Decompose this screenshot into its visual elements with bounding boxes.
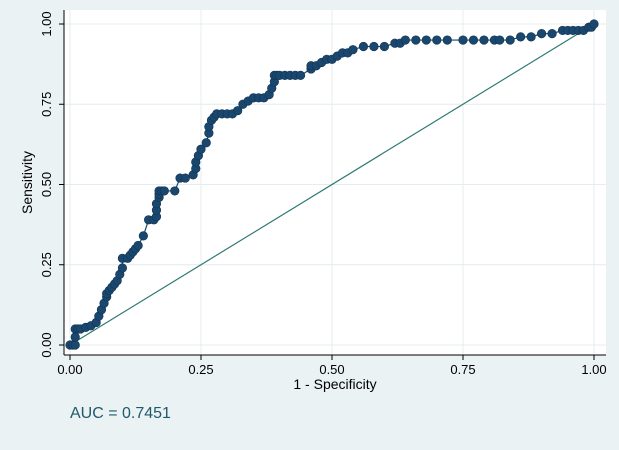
roc-point xyxy=(526,32,536,42)
roc-point xyxy=(170,186,180,196)
roc-point xyxy=(479,35,489,45)
y-tick-label: 1.00 xyxy=(39,11,54,36)
roc-point xyxy=(516,32,526,42)
y-tick-label: 0.50 xyxy=(39,172,54,197)
y-axis-title: Sensitivity xyxy=(19,151,35,214)
x-tick-label: 0.75 xyxy=(450,362,475,377)
roc-point xyxy=(295,70,306,80)
roc-point xyxy=(536,29,547,39)
x-axis-title: 1 - Specificity xyxy=(293,376,376,392)
grid-lines xyxy=(64,10,606,355)
roc-point xyxy=(442,35,452,45)
x-tick-label: 0.25 xyxy=(188,362,213,377)
roc-point xyxy=(547,29,557,39)
roc-point xyxy=(159,186,169,196)
auc-annotation: AUC = 0.7451 xyxy=(70,405,171,422)
roc-point xyxy=(117,263,127,273)
roc-point xyxy=(495,35,505,45)
roc-point xyxy=(400,35,410,45)
roc-point xyxy=(369,41,379,52)
roc-point xyxy=(468,35,479,45)
roc-point xyxy=(70,332,80,342)
roc-point xyxy=(379,41,390,52)
axes: 0.00 0.25 0.50 0.75 1.00 0.00 0.25 0.50 0.75 1.00 xyxy=(39,10,607,377)
roc-point xyxy=(196,144,206,154)
x-tick-label: 0.00 xyxy=(57,362,82,377)
reference-line xyxy=(69,23,595,346)
roc-point xyxy=(358,41,369,52)
roc-point xyxy=(180,173,190,183)
y-tick-label: 0.75 xyxy=(39,92,54,117)
roc-point xyxy=(348,45,358,55)
roc-point xyxy=(138,231,148,241)
x-tick-label: 0.50 xyxy=(319,362,344,377)
y-tick-label: 0.25 xyxy=(39,252,54,277)
y-tick-label: 0.00 xyxy=(39,332,54,357)
roc-points xyxy=(65,19,599,350)
roc-point xyxy=(458,35,468,45)
roc-point xyxy=(411,35,421,45)
roc-point xyxy=(505,35,515,45)
roc-point xyxy=(133,240,143,251)
roc-point xyxy=(421,35,431,45)
roc-point xyxy=(70,340,80,350)
roc-point xyxy=(201,138,211,148)
x-tick-label: 1.00 xyxy=(581,362,606,377)
roc-point xyxy=(233,106,243,116)
roc-point xyxy=(432,35,442,45)
roc-point xyxy=(589,19,599,29)
